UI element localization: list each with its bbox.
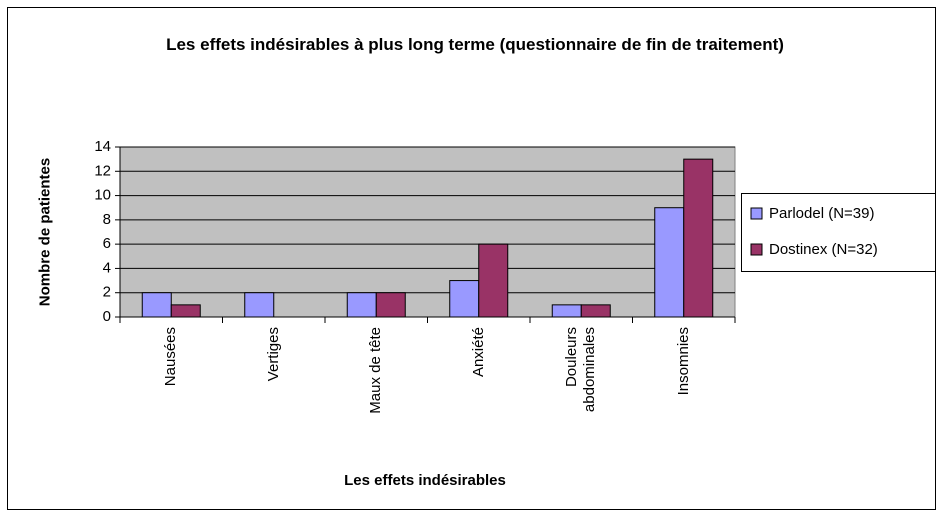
legend-swatch [750, 243, 763, 256]
legend-label: Parlodel (N=39) [769, 205, 874, 222]
bar [141, 292, 172, 318]
bar [551, 304, 582, 318]
y-tick-label: 14 [94, 138, 111, 155]
y-tick-label: 4 [103, 259, 111, 276]
y-tick-label: 10 [94, 187, 111, 204]
bar [170, 304, 201, 318]
legend-label: Dostinex (N=32) [769, 241, 878, 258]
x-tick-label: Douleurs abdominales [563, 327, 599, 413]
x-tick-label: Nausées [162, 327, 180, 387]
bar [244, 292, 275, 318]
plot-area [119, 146, 736, 318]
x-axis-title: Les effets indésirables [344, 472, 506, 489]
bar [375, 292, 406, 318]
chart-title: Les effets indésirables à plus long term… [166, 35, 784, 54]
bar [449, 280, 480, 318]
x-tick-label: Vertiges [264, 327, 282, 382]
legend-box [741, 193, 936, 272]
y-axis-title: Nombre de patientes [36, 157, 54, 307]
bar [478, 243, 509, 318]
bar [654, 207, 685, 318]
x-tick-label: Insomnies [674, 327, 692, 396]
y-tick-label: 6 [103, 235, 111, 252]
y-tick-label: 2 [103, 284, 111, 301]
y-tick-label: 0 [103, 308, 111, 325]
x-tick-label: Maux de tête [367, 327, 385, 414]
x-tick-label: Anxiété [469, 327, 487, 378]
legend-swatch [750, 207, 763, 220]
y-tick-label: 12 [94, 162, 111, 179]
bar [580, 304, 611, 318]
y-tick-label: 8 [103, 211, 111, 228]
bar [346, 292, 377, 318]
bar [683, 158, 714, 318]
